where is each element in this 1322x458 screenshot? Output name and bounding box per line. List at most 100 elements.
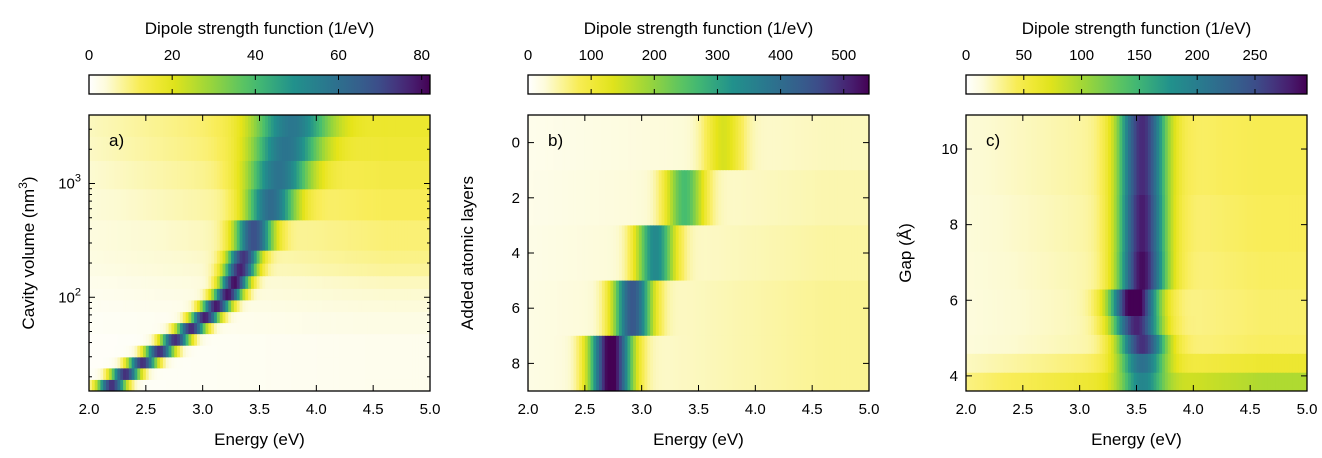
heatmap-cell <box>647 225 651 282</box>
heatmap-cell <box>1139 251 1143 290</box>
heatmap-cell <box>1287 315 1291 335</box>
heatmap-cell <box>755 170 759 226</box>
heatmap-cell <box>171 160 175 190</box>
heatmap-cell <box>1216 372 1220 391</box>
heatmap-cell <box>1048 115 1052 195</box>
heatmap-cell <box>373 263 377 277</box>
heatmap-cell <box>1037 194 1041 252</box>
heatmap-cell <box>364 188 369 221</box>
heatmap-cell <box>111 275 116 289</box>
heatmap-cell <box>1281 115 1285 195</box>
heatmap-cell <box>1022 115 1027 195</box>
heatmap-cell <box>1122 194 1126 252</box>
heatmap-cell <box>350 188 354 221</box>
heatmap-cell <box>353 288 357 301</box>
heatmap-cell <box>593 335 597 391</box>
heatmap-cell <box>162 322 167 335</box>
heatmap-cell <box>1156 372 1160 391</box>
heatmap-cell <box>398 322 403 335</box>
heatmap-cell <box>384 379 388 391</box>
heatmap-cell <box>427 356 430 369</box>
heatmap-cell <box>1281 372 1285 391</box>
heatmap-cell <box>142 367 147 380</box>
heatmap-cell <box>299 288 303 301</box>
heatmap-cell <box>356 356 360 369</box>
heatmap-cell <box>333 275 337 289</box>
heatmap-cell <box>610 170 614 226</box>
heatmap-cell <box>1261 115 1265 195</box>
heatmap-cell <box>125 275 130 289</box>
heatmap-cell <box>786 280 791 337</box>
heatmap-cell <box>117 115 121 137</box>
heatmap-cell <box>276 367 280 380</box>
heatmap-cell <box>145 188 150 221</box>
heatmap-cell <box>108 333 113 346</box>
heatmap-cell <box>581 335 586 391</box>
heatmap-cell <box>974 372 978 391</box>
heatmap-cell <box>199 160 204 190</box>
heatmap-cell <box>364 160 369 190</box>
heatmap-cell <box>1099 315 1103 335</box>
heatmap-cell <box>1062 115 1067 195</box>
heatmap-cell <box>647 280 651 337</box>
heatmap-cell <box>593 115 597 171</box>
heatmap-cell <box>695 115 700 171</box>
heatmap-cell <box>687 170 691 226</box>
heatmap-cell <box>191 250 195 264</box>
heatmap-cell <box>256 250 261 264</box>
heatmap-cell <box>268 160 272 190</box>
heatmap-cell <box>191 333 195 346</box>
heatmap-cell <box>250 311 255 324</box>
heatmap-cell <box>182 333 187 346</box>
heatmap-cell <box>1210 251 1214 290</box>
heatmap-cell <box>1261 194 1265 252</box>
heatmap-cell <box>1139 353 1143 373</box>
heatmap-cell <box>1238 115 1243 195</box>
heatmap-cell <box>758 280 762 337</box>
heatmap-cell <box>698 115 702 171</box>
heatmap-cell <box>638 225 643 282</box>
heatmap-cell <box>1162 251 1166 290</box>
heatmap-cell <box>769 335 773 391</box>
heatmap-cell <box>131 322 136 335</box>
heatmap-cell <box>279 188 283 221</box>
heatmap-cell <box>165 250 170 264</box>
heatmap-cell <box>587 335 592 391</box>
heatmap-cell <box>1054 315 1058 335</box>
heatmap-cell <box>994 251 998 290</box>
heatmap-cell <box>1190 334 1194 354</box>
heatmap-cell <box>177 333 181 346</box>
heatmap-cell <box>1201 251 1206 290</box>
heatmap-cell <box>344 333 349 346</box>
heatmap-cell <box>108 115 113 137</box>
heatmap-cell <box>108 299 113 313</box>
heatmap-cell <box>712 170 717 226</box>
heatmap-cell <box>330 345 334 358</box>
heatmap-cell <box>168 263 173 277</box>
heatmap-cell <box>344 219 349 251</box>
heatmap-cell <box>533 335 538 391</box>
heatmap-cell <box>228 311 232 324</box>
heatmap-cell <box>270 367 275 380</box>
heatmap-cell <box>216 345 221 358</box>
heatmap-cell <box>601 225 606 282</box>
heatmap-cell <box>128 219 133 251</box>
heatmap-cell <box>370 136 374 161</box>
heatmap-cell <box>1133 251 1138 290</box>
heatmap-cell <box>333 250 337 264</box>
heatmap-cell <box>259 311 263 324</box>
heatmap-cell <box>134 219 138 251</box>
heatmap-cell <box>766 115 771 171</box>
heatmap-cell <box>142 299 147 313</box>
heatmap-cell <box>364 250 369 264</box>
heatmap-cell <box>401 288 406 301</box>
heatmap-cell <box>324 275 329 289</box>
heatmap-cell <box>304 188 309 221</box>
colorbar-tick-label: 0 <box>962 47 970 64</box>
heatmap-cell <box>630 280 634 337</box>
heatmap-cell <box>741 280 745 337</box>
heatmap-cell <box>222 219 226 251</box>
heatmap-cell <box>91 188 96 221</box>
heatmap-cell <box>341 288 346 301</box>
heatmap-cell <box>376 367 380 380</box>
